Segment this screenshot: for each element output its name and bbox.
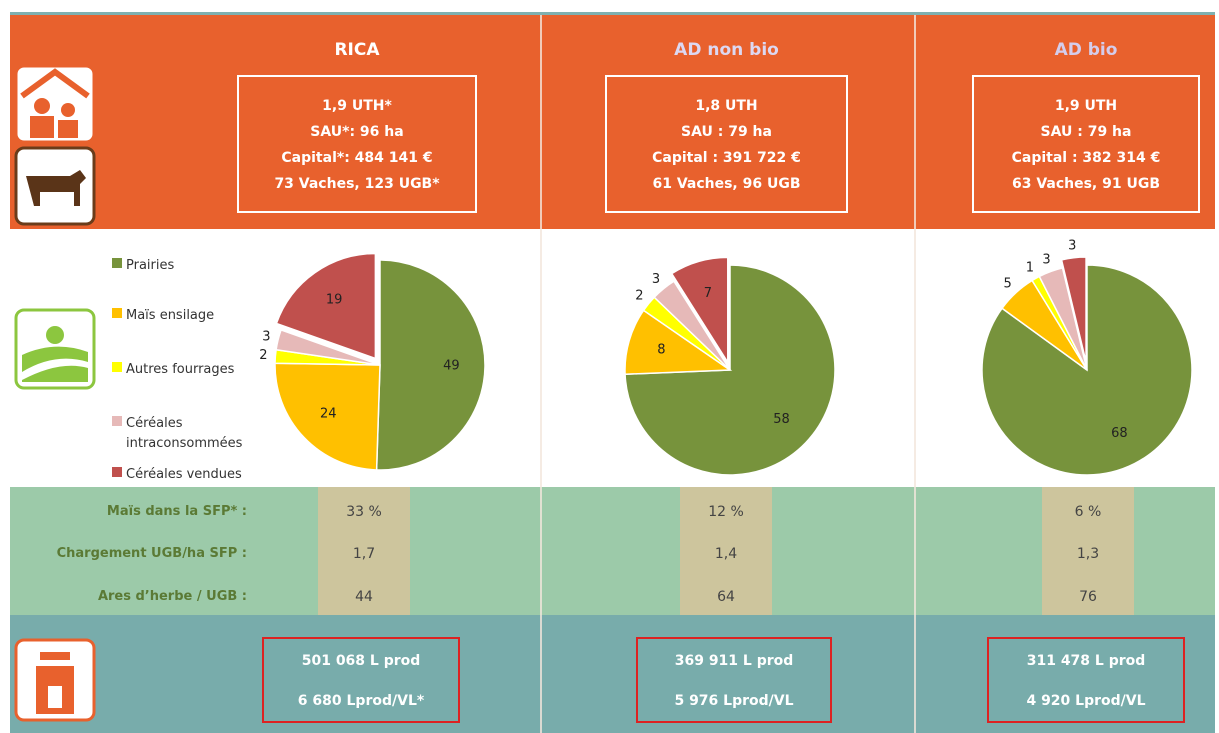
- divider: [914, 15, 916, 733]
- production-line: 6 680 Lprod/VL*: [297, 693, 425, 709]
- field-icon: [14, 308, 96, 390]
- indicator-value: 1,4: [714, 546, 738, 562]
- slice-label: 49: [443, 359, 460, 374]
- pie-slice: [375, 259, 486, 471]
- info-line: 1,9 UTH: [1054, 98, 1118, 114]
- indicator-label: Maïs dans la SFP* :: [106, 504, 247, 519]
- production-line: 369 911 L prod: [674, 653, 794, 669]
- value-cell: [1042, 487, 1134, 615]
- pie-slice: [624, 264, 836, 476]
- slice-label: 8: [657, 343, 665, 358]
- pie-slice: [275, 329, 381, 366]
- legend-label: Céréales intraconsommées: [126, 416, 243, 451]
- info-line: SAU : 79 ha: [681, 124, 772, 140]
- indicator-value: 44: [355, 589, 373, 605]
- legend-swatch: [112, 308, 122, 318]
- info-box: 1,8 UTH SAU : 79 ha Capital : 391 722 € 61 …: [605, 75, 848, 213]
- legend-swatch: [112, 467, 122, 477]
- farmer-icon: [14, 64, 96, 144]
- column-title: AD bio: [1054, 40, 1118, 60]
- info-line: 1,9 UTH*: [322, 98, 392, 114]
- slice-label: 58: [773, 412, 790, 427]
- production-line: 311 478 L prod: [1026, 653, 1146, 669]
- value-cell: [680, 487, 772, 615]
- info-line: SAU*: 96 ha: [310, 124, 404, 140]
- indicator-value: 64: [717, 589, 735, 605]
- column-title: RICA: [334, 40, 380, 60]
- production-box: 311 478 L prod 4 920 Lprod/VL: [987, 637, 1185, 723]
- value-cell: [318, 487, 410, 615]
- legend-swatch: [112, 258, 122, 268]
- top-band: [10, 12, 1215, 229]
- indicator-value: 76: [1079, 589, 1097, 605]
- slice-label: 1: [1026, 260, 1034, 275]
- info-line: Capital : 391 722 €: [652, 150, 801, 166]
- info-line: 1,8 UTH: [695, 98, 758, 114]
- slice-label: 2: [259, 348, 267, 363]
- pie-slice: [1060, 256, 1087, 363]
- indicator-value: 1,3: [1076, 546, 1100, 562]
- indicator-label: Ares d’herbe / UGB :: [97, 589, 247, 604]
- production-line: 5 976 Lprod/VL: [674, 693, 794, 709]
- production-box: 369 911 L prod 5 976 Lprod/VL: [636, 637, 832, 723]
- slice-label: 3: [1068, 238, 1076, 253]
- production-line: 4 920 Lprod/VL: [1026, 693, 1146, 709]
- info-line: Capital*: 484 141 €: [281, 150, 433, 166]
- info-box: 1,9 UTH* SAU*: 96 ha Capital*: 484 141 € 73…: [237, 75, 477, 213]
- teal-band: [10, 615, 1215, 733]
- legend-swatch: [112, 416, 122, 426]
- divider: [540, 15, 542, 733]
- production-box: 501 068 L prod 6 680 Lprod/VL*: [262, 637, 460, 723]
- info-box: 1,9 UTH SAU : 79 ha Capital : 382 314 € 63 …: [972, 75, 1200, 213]
- cow-icon: [14, 146, 96, 226]
- slice-label: 2: [635, 289, 643, 304]
- legend-swatch: [112, 362, 122, 372]
- slice-label: 3: [1042, 253, 1050, 268]
- column-title: AD non bio: [674, 40, 779, 60]
- indicator-value: 1,7: [352, 546, 376, 562]
- info-line: SAU : 79 ha: [1040, 124, 1132, 140]
- production-line: 501 068 L prod: [301, 653, 421, 669]
- green-band: [10, 487, 1215, 615]
- slice-label: 3: [652, 272, 660, 287]
- legend-label: Prairies: [126, 258, 175, 273]
- info-line: 63 Vaches, 91 UGB: [1011, 176, 1161, 192]
- slice-label: 3: [262, 329, 270, 344]
- slice-label: 5: [1003, 277, 1011, 292]
- slice-label: 68: [1111, 426, 1128, 441]
- pie-slice: [275, 252, 377, 360]
- pie-slice: [274, 362, 381, 471]
- legend-label: Autres fourrages: [126, 362, 235, 377]
- indicator-value: 33 %: [346, 504, 382, 520]
- slice-label: 7: [704, 286, 712, 301]
- legend-label: Maïs ensilage: [126, 308, 215, 323]
- milk-icon: [14, 638, 96, 722]
- pie-slice: [1038, 266, 1088, 371]
- info-line: 73 Vaches, 123 UGB*: [274, 176, 440, 192]
- info-line: Capital : 382 314 €: [1011, 150, 1161, 166]
- slice-label: 19: [326, 293, 343, 308]
- legend-label: Céréales vendues: [126, 467, 242, 482]
- indicator-value: 6 %: [1074, 504, 1102, 520]
- pie-slice: [670, 256, 729, 365]
- indicator-label: Chargement UGB/ha SFP :: [56, 546, 247, 561]
- info-line: 61 Vaches, 96 UGB: [652, 176, 801, 192]
- indicator-value: 12 %: [708, 504, 744, 520]
- pie-slice: [653, 280, 731, 371]
- slice-label: 24: [320, 407, 337, 422]
